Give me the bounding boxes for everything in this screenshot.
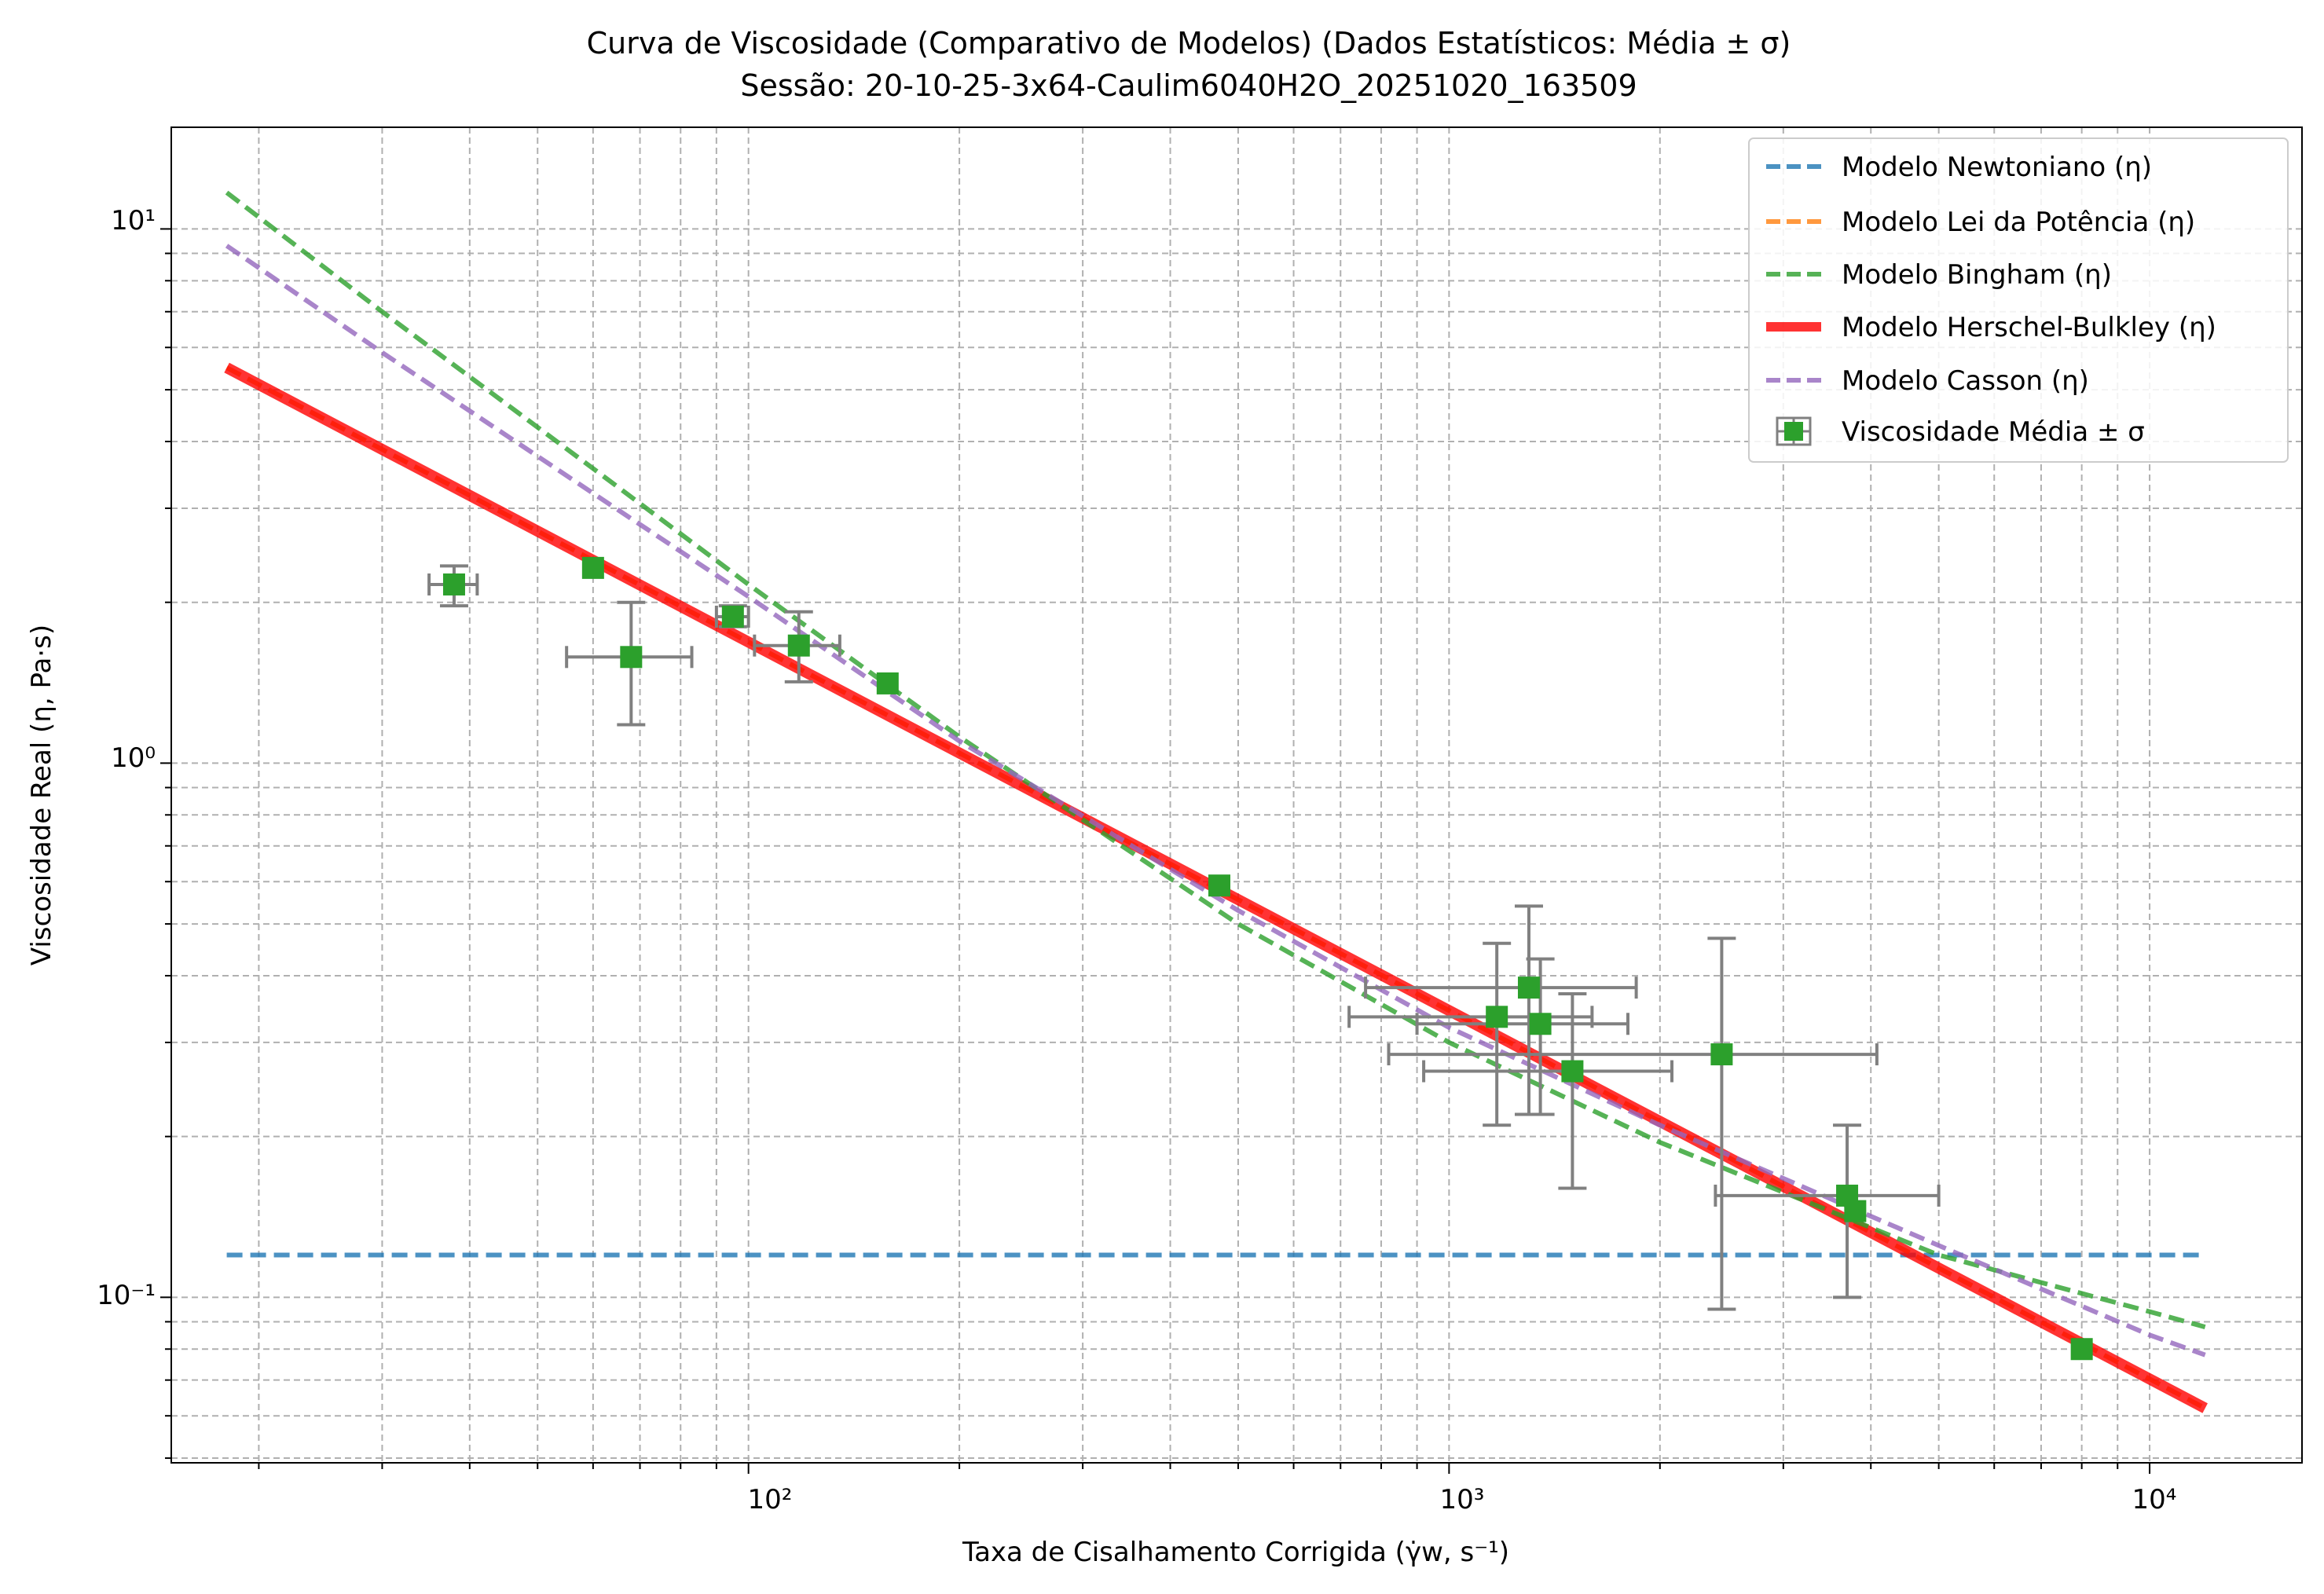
data-point [442, 573, 465, 595]
data-point [1529, 1013, 1552, 1035]
legend-points-cap-box [1776, 416, 1812, 446]
legend-box [1748, 137, 2289, 463]
data-point [1844, 1200, 1867, 1222]
casson-line [225, 244, 2206, 1358]
data-point [1517, 977, 1540, 999]
data-point [1561, 1060, 1584, 1083]
legend-herschel-label: Modelo Herschel-Bulkley (η) [1842, 312, 2216, 343]
legend-points-swatch [1784, 422, 1803, 441]
data-point [721, 605, 744, 628]
legend-bingham-label: Modelo Bingham (η) [1842, 259, 2112, 291]
chart-subtitle: Sessão: 20-10-25-3x64-Caulim6040H2O_2025… [740, 68, 1637, 103]
data-point [2070, 1338, 2093, 1361]
legend-casson-label: Modelo Casson (η) [1842, 365, 2089, 397]
legend-points-label: Viscosidade Média ± σ [1842, 416, 2145, 448]
chart-title: Curva de Viscosidade (Comparativo de Mod… [587, 26, 1791, 60]
x-tick-label-10000: 10⁴ [2132, 1484, 2177, 1515]
data-point [620, 646, 643, 669]
y-tick-label-1: 10⁰ [111, 742, 156, 774]
x-tick-label-1000: 10³ [1440, 1484, 1485, 1515]
data-point [1710, 1043, 1733, 1066]
y-axis-label: Viscosidade Real (η, Pa·s) [26, 625, 57, 966]
data-point [787, 634, 810, 657]
legend-newtoniano-label: Modelo Newtoniano (η) [1842, 152, 2152, 183]
legend-lei-potencia-label: Modelo Lei da Potência (η) [1842, 207, 2195, 238]
legend: Modelo Newtoniano (η) Modelo Lei da Potê… [1748, 137, 2289, 463]
data-points [442, 556, 2093, 1361]
plot-frame [170, 126, 2303, 1464]
data-point [1486, 1006, 1508, 1028]
grid-lines [171, 127, 2302, 1463]
casson-line-group [225, 244, 2206, 1358]
data-point [876, 672, 899, 694]
axis-ticks [160, 228, 2151, 1474]
y-tick-label-10: 10¹ [111, 205, 156, 236]
x-tick-label-100: 10² [748, 1484, 793, 1515]
data-point [1208, 874, 1230, 897]
data-point [581, 556, 604, 579]
y-tick-label-0.1: 10⁻¹ [97, 1280, 156, 1311]
x-axis-label: Taxa de Cisalhamento Corrigida (γ̇w, s⁻¹… [962, 1537, 1509, 1568]
